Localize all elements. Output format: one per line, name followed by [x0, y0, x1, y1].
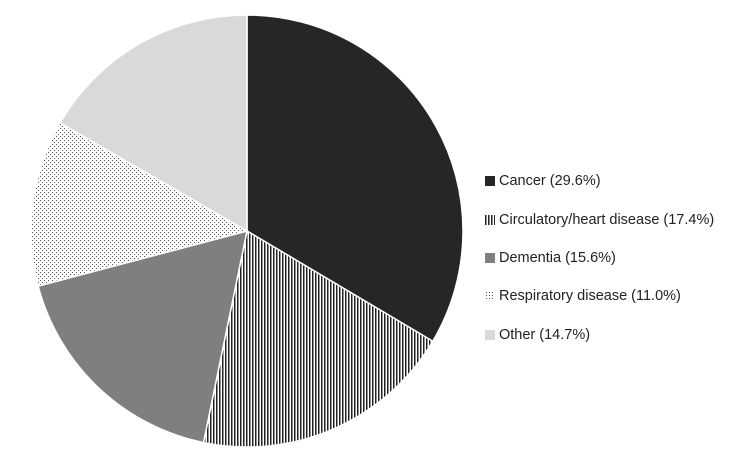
- legend-item-circulatory-heart-disease: Circulatory/heart disease (17.4%): [485, 200, 714, 238]
- legend-swatch-cancer: [485, 176, 495, 187]
- legend-item-other: Other (14.7%): [485, 316, 714, 354]
- legend-item-respiratory-disease: Respiratory disease (11.0%): [485, 277, 714, 315]
- legend-label-dementia: Dementia (15.6%): [499, 249, 616, 266]
- legend-label-cancer: Cancer (29.6%): [499, 173, 601, 190]
- legend-label-circulatory-heart-disease: Circulatory/heart disease (17.4%): [499, 211, 715, 228]
- legend-item-cancer: Cancer (29.6%): [485, 162, 714, 200]
- legend-label-respiratory-disease: Respiratory disease (11.0%): [499, 288, 681, 305]
- legend-swatch-respiratory-disease: [485, 291, 495, 302]
- pie-slice-dementia: [37, 229, 248, 444]
- pie-slice-other: [59, 14, 248, 233]
- legend-item-dementia: Dementia (15.6%): [485, 239, 714, 277]
- legend-label-other: Other (14.7%): [499, 326, 591, 343]
- pie-slice-respiratory-disease: [30, 121, 249, 288]
- pie-slice-circulatory-heart-disease: [202, 229, 434, 448]
- legend-swatch-circulatory-heart-disease: [485, 214, 495, 225]
- legend-swatch-dementia: [485, 252, 495, 263]
- chart-legend: Cancer (29.6%) Circulatory/heart disease…: [485, 162, 714, 354]
- legend-swatch-other: [485, 329, 495, 340]
- pie-slice-cancer: [246, 14, 464, 343]
- pie-slices: [30, 14, 464, 448]
